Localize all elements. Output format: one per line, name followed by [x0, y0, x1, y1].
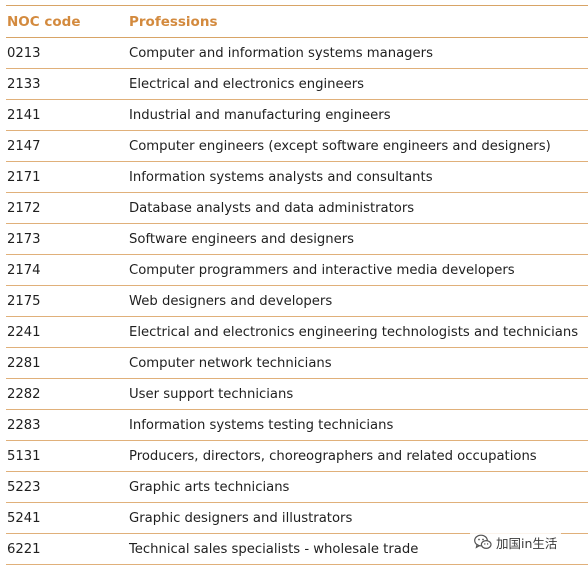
table-row: 5223 Graphic arts technicians: [6, 471, 588, 503]
table-body: 0213 Computer and information systems man…: [6, 37, 588, 565]
table-row: 5241 Graphic designers and illustrators: [6, 502, 588, 534]
profession-cell: Web designers and developers: [128, 285, 588, 317]
table-row: 2133 Electrical and electronics engineers: [6, 68, 588, 100]
profession-cell: Information systems analysts and consult…: [128, 161, 588, 193]
noc-code-cell: 5241: [6, 502, 128, 534]
table-header: NOC code Professions: [6, 5, 588, 38]
noc-code-cell: 2147: [6, 130, 128, 162]
table-row: 2174 Computer programmers and interactive…: [6, 254, 588, 286]
table-row: 6221 Technical sales specialists - wholes…: [6, 533, 588, 565]
noc-code-cell: 2283: [6, 409, 128, 441]
profession-cell: Computer network technicians: [128, 347, 588, 379]
table-row: 2141 Industrial and manufacturing enginee…: [6, 99, 588, 131]
noc-code-cell: 2133: [6, 68, 128, 100]
watermark: 加国in生活: [470, 532, 562, 552]
noc-code-cell: 2171: [6, 161, 128, 193]
header-noc-code: NOC code: [6, 5, 128, 38]
noc-code-cell: 5131: [6, 440, 128, 472]
noc-code-cell: 2174: [6, 254, 128, 286]
profession-cell: Computer and information systems manager…: [128, 37, 588, 69]
noc-code-cell: 2175: [6, 285, 128, 317]
profession-cell: User support technicians: [128, 378, 588, 410]
noc-code-cell: 2141: [6, 99, 128, 131]
noc-code-cell: 0213: [6, 37, 128, 69]
noc-code-cell: 2172: [6, 192, 128, 224]
table-row: 2283 Information systems testing technici…: [6, 409, 588, 441]
header-row: NOC code Professions: [6, 5, 588, 38]
table-row: 2281 Computer network technicians: [6, 347, 588, 379]
profession-cell: Database analysts and data administrator…: [128, 192, 588, 224]
table-row: 5131 Producers, directors, choreographers…: [6, 440, 588, 472]
profession-cell: Graphic designers and illustrators: [128, 502, 588, 534]
table-row: 2241 Electrical and electronics engineeri…: [6, 316, 588, 348]
table-row: 2173 Software engineers and designers: [6, 223, 588, 255]
noc-code-cell: 2173: [6, 223, 128, 255]
profession-cell: Information systems testing technicians: [128, 409, 588, 441]
table-row: 2147 Computer engineers (except software …: [6, 130, 588, 162]
profession-cell: Industrial and manufacturing engineers: [128, 99, 588, 131]
wechat-icon: [474, 534, 492, 550]
noc-code-cell: 2281: [6, 347, 128, 379]
table-row: 0213 Computer and information systems man…: [6, 37, 588, 69]
table-row: 2172 Database analysts and data administr…: [6, 192, 588, 224]
table-row: 2171 Information systems analysts and con…: [6, 161, 588, 193]
header-professions: Professions: [128, 5, 588, 38]
table-row: 2175 Web designers and developers: [6, 285, 588, 317]
profession-cell: Computer engineers (except software engi…: [128, 130, 588, 162]
noc-code-cell: 5223: [6, 471, 128, 503]
noc-code-cell: 2282: [6, 378, 128, 410]
profession-cell: Electrical and electronics engineers: [128, 68, 588, 100]
watermark-text: 加国in生活: [496, 535, 558, 551]
profession-cell: Graphic arts technicians: [128, 471, 588, 503]
profession-cell: Software engineers and designers: [128, 223, 588, 255]
noc-table: NOC code Professions 0213 Computer and in…: [6, 5, 588, 565]
profession-cell: Electrical and electronics engineering t…: [128, 316, 588, 348]
noc-code-cell: 2241: [6, 316, 128, 348]
noc-code-cell: 6221: [6, 533, 128, 565]
profession-cell: Producers, directors, choreographers and…: [128, 440, 588, 472]
profession-cell: Computer programmers and interactive med…: [128, 254, 588, 286]
table-row: 2282 User support technicians: [6, 378, 588, 410]
